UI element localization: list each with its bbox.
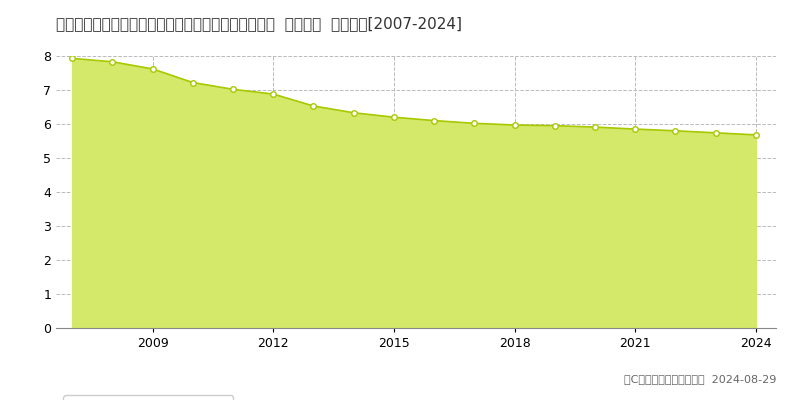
- Legend: 地価公示 平均坤単価(万円/坤): 地価公示 平均坤単価(万円/坤): [63, 395, 234, 400]
- Text: （C）土地価格ドットコム  2024-08-29: （C）土地価格ドットコム 2024-08-29: [624, 374, 776, 384]
- Text: 埼玉県比企郡ときがわ町大字関堀字峏下１８１番１０  地価公示  地価推移[2007-2024]: 埼玉県比企郡ときがわ町大字関堀字峏下１８１番１０ 地価公示 地価推移[2007-…: [56, 16, 462, 31]
